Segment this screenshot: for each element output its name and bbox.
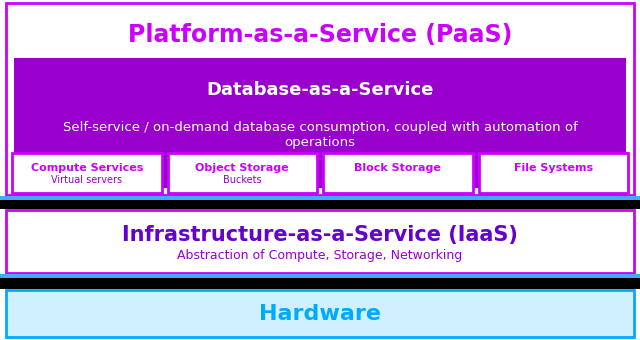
Text: Self-service / on-demand database consumption, coupled with automation of
operat: Self-service / on-demand database consum… <box>63 121 577 149</box>
FancyBboxPatch shape <box>479 153 628 193</box>
Text: Virtual servers: Virtual servers <box>51 175 122 185</box>
FancyBboxPatch shape <box>168 153 317 193</box>
Text: Database-as-a-Service: Database-as-a-Service <box>206 81 434 99</box>
Text: Block Storage: Block Storage <box>355 163 441 173</box>
Text: Platform-as-a-Service (PaaS): Platform-as-a-Service (PaaS) <box>128 23 512 47</box>
FancyBboxPatch shape <box>323 153 472 193</box>
Text: Infrastructure-as-a-Service (IaaS): Infrastructure-as-a-Service (IaaS) <box>122 225 518 245</box>
FancyBboxPatch shape <box>6 210 634 273</box>
Bar <box>0 196 640 209</box>
Bar <box>0 196 640 200</box>
Text: Hardware: Hardware <box>259 304 381 323</box>
FancyBboxPatch shape <box>12 153 161 193</box>
Text: File Systems: File Systems <box>514 163 593 173</box>
Bar <box>0 274 640 278</box>
Bar <box>14 58 626 188</box>
Text: Abstraction of Compute, Storage, Networking: Abstraction of Compute, Storage, Network… <box>177 249 463 262</box>
FancyBboxPatch shape <box>6 3 634 195</box>
FancyBboxPatch shape <box>6 290 634 337</box>
Text: Object Storage: Object Storage <box>195 163 289 173</box>
Text: Buckets: Buckets <box>223 175 262 185</box>
Bar <box>0 274 640 289</box>
Text: Compute Services: Compute Services <box>31 163 143 173</box>
